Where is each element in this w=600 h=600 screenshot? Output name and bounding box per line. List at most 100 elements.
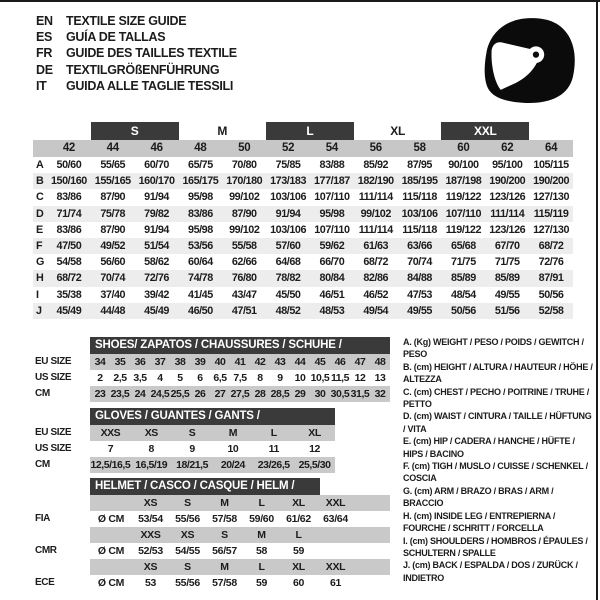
legend-item: E. (cm) HIP / CADERA / HANCHE / HÜFTE / … bbox=[403, 436, 575, 459]
size-group-label: XXL bbox=[441, 122, 530, 140]
size-cell: XS bbox=[144, 427, 159, 439]
size-cell: 44 bbox=[294, 356, 306, 368]
size-cell: 23/26,5 bbox=[257, 459, 290, 471]
numeric-size-cell: 58 bbox=[413, 142, 426, 154]
helmet-value-row: ECE Ø CM 53 55/56 57/58 59 60 61 bbox=[35, 575, 390, 591]
measurement-cell: 105/115 bbox=[533, 159, 569, 171]
measurement-cell: 111/114 bbox=[358, 223, 394, 236]
measurement-cell: 39/42 bbox=[144, 288, 169, 301]
numeric-size-cell: 44 bbox=[106, 142, 120, 154]
size-cell: 7,5 bbox=[233, 372, 247, 384]
size-cell: S bbox=[184, 497, 191, 509]
legend-item: J. (cm) BACK / ESPALDA / DOS / ZURÜCK / … bbox=[403, 560, 578, 583]
row-letter-label: F bbox=[36, 239, 43, 252]
value-band: Ø CM 53/54 55/56 57/58 59/60 61/62 63/64 bbox=[90, 511, 390, 527]
measurement-cell: 41/45 bbox=[188, 288, 213, 301]
measurement-cell: 53/56 bbox=[188, 239, 213, 252]
measurement-cell: 83/86 bbox=[188, 207, 213, 220]
row-values: XXS XS S M L XL bbox=[90, 425, 335, 441]
table-row: G 54/58 56/60 58/62 60/64 62/66 64/68 bbox=[33, 254, 573, 270]
gloves-title-bar: GLOVES / GUANTES / GANTS / HANDSCHUHE / … bbox=[90, 408, 335, 439]
measurement-cell: 91/94 bbox=[275, 207, 301, 220]
top-border-line bbox=[0, 0, 600, 2]
size-cell: 28,5 bbox=[270, 388, 290, 400]
language-title-row: EN TEXTILE SIZE GUIDE bbox=[36, 13, 237, 29]
size-cell: 30 bbox=[314, 388, 326, 400]
gloves-table: GLOVES / GUANTES / GANTS / HANDSCHUHE / … bbox=[35, 408, 335, 473]
size-cell: 10,5 bbox=[310, 372, 330, 384]
measurement-cell: 49/55 bbox=[494, 288, 520, 301]
size-cell: 8 bbox=[257, 372, 263, 384]
size-group-label: S bbox=[90, 122, 179, 140]
size-cell: M bbox=[220, 561, 229, 573]
size-cell: 25,5/30 bbox=[298, 459, 331, 471]
measurement-cell: 55/58 bbox=[231, 239, 257, 252]
row-letter-label: B bbox=[36, 175, 44, 188]
measurement-cell: 83/86 bbox=[56, 191, 82, 204]
helmet-standard-block: XS S M L XL XXL ECE Ø CM 53 55/56 57/58 59 60 61 bbox=[35, 559, 390, 591]
legend-item: H. (cm) INSIDE LEG / ENTREPIERNA / FOURC… bbox=[403, 510, 556, 534]
measurement-cell: 78/82 bbox=[275, 272, 301, 285]
size-cell: XS bbox=[180, 529, 195, 541]
measurement-cell: 59/62 bbox=[319, 239, 345, 252]
measurement-cell: 60/70 bbox=[144, 159, 169, 171]
size-cell: 32 bbox=[374, 388, 386, 400]
language-title-row: DE TEXTILGRÖßENFÜHRUNG bbox=[36, 62, 237, 78]
measurement-cell: 67/70 bbox=[494, 239, 520, 252]
value-cell: 57/58 bbox=[212, 577, 237, 589]
measurement-cell: 75/85 bbox=[275, 159, 301, 171]
table-row: CM 23 23,5 24 24,5 25,5 26 27 27,5 28 28,5 29 30 30,… bbox=[35, 386, 390, 402]
size-cell: S bbox=[184, 561, 191, 573]
value-cell: 52/53 bbox=[138, 545, 163, 557]
measurement-cell: 66/70 bbox=[319, 256, 345, 269]
guide-title: GUIDA ALLE TAGLIE TESSILI bbox=[66, 78, 234, 93]
measurement-cell: 79/82 bbox=[144, 207, 169, 220]
size-cell: 4 bbox=[157, 372, 163, 384]
table-row: A 50/60 55/65 60/70 65/75 70/80 75/85 bbox=[33, 157, 573, 173]
value-cell: 59/60 bbox=[249, 513, 274, 525]
size-group-label: M bbox=[217, 124, 228, 138]
measurement-cell: 43/47 bbox=[231, 288, 257, 301]
size-cell: 18/21,5 bbox=[176, 459, 209, 471]
diameter-label: Ø CM bbox=[97, 513, 125, 525]
size-cell: 26 bbox=[194, 388, 206, 400]
measurement-cell: 71/74 bbox=[56, 207, 82, 220]
measurement-cell: 127/130 bbox=[533, 223, 570, 236]
measurement-cell: 87/90 bbox=[231, 207, 257, 220]
numeric-size-cell: 54 bbox=[325, 142, 339, 154]
value-cell: 61 bbox=[329, 577, 342, 589]
value-cell bbox=[317, 543, 354, 559]
helmet-standards: XS S M L XL XXL FIA Ø CM 53/54 55/56 57/58 59/60… bbox=[35, 495, 390, 591]
table-row: E 83/86 87/90 91/94 95/98 99/102 103/106 bbox=[33, 222, 573, 238]
guide-title: TEXTILGRÖßENFÜHRUNG bbox=[66, 62, 220, 77]
value-cell: 60 bbox=[292, 577, 305, 589]
measurement-cell: 119/122 bbox=[445, 223, 482, 236]
value-cell: 53 bbox=[144, 577, 157, 589]
measurement-cell: 84/88 bbox=[407, 272, 432, 285]
measurement-cell: 74/78 bbox=[188, 272, 213, 285]
diameter-label: Ø CM bbox=[97, 577, 125, 589]
size-cell: 43 bbox=[274, 356, 286, 368]
row-label: CM bbox=[35, 388, 50, 399]
helmet-standard-block: XS S M L XL XXL FIA Ø CM 53/54 55/56 57/58 59/60… bbox=[35, 495, 390, 527]
row-label: US SIZE bbox=[35, 372, 72, 383]
measurement-cell: 68/72 bbox=[538, 239, 564, 252]
table-row: F 47/50 49/52 51/54 53/56 55/58 57/60 bbox=[33, 237, 573, 255]
measurement-cell: 119/122 bbox=[445, 191, 482, 204]
right-border-line bbox=[596, 0, 598, 600]
size-cell: 42 bbox=[254, 356, 266, 368]
measurement-cell: 68/72 bbox=[363, 256, 389, 269]
legend-item: G. (cm) ARM / BRAZO / BRAS / ARM / BRACC… bbox=[403, 485, 554, 509]
measurement-cell: 72/76 bbox=[538, 256, 564, 269]
language-code: DE bbox=[36, 62, 53, 77]
measurement-cell: 47/53 bbox=[407, 288, 432, 301]
legend-item: B. (cm) HEIGHT / ALTURA / HAUTEUR / HÖHE… bbox=[403, 361, 593, 385]
size-cell: 29 bbox=[294, 388, 306, 400]
size-cell: 23 bbox=[94, 388, 106, 400]
language-code: FR bbox=[36, 46, 53, 61]
helmet-size-row: XXS XS S M L bbox=[35, 527, 390, 543]
measurement-cell: 52/58 bbox=[538, 304, 564, 317]
numeric-size-cell: 48 bbox=[194, 142, 207, 154]
size-cell: 2 bbox=[97, 372, 103, 384]
size-cell: 12 bbox=[309, 443, 320, 455]
